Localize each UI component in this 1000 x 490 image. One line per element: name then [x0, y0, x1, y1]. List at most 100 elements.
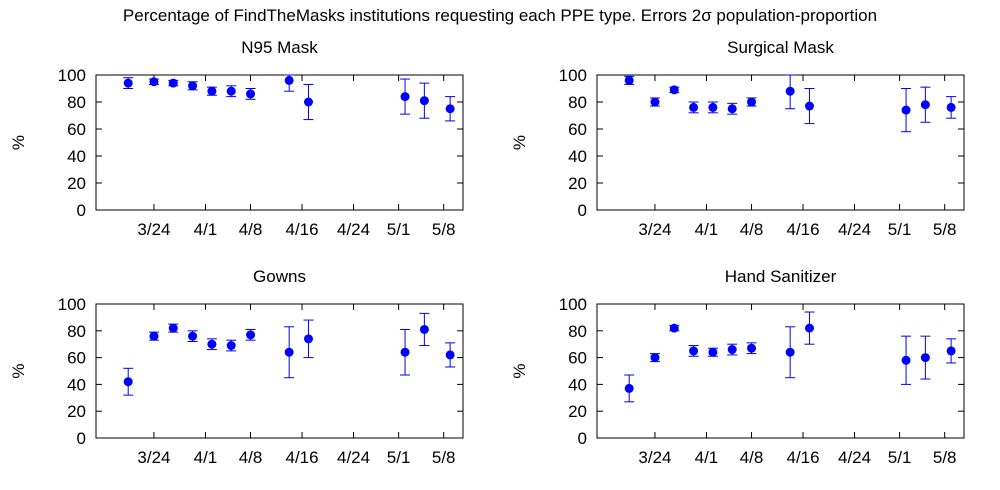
x-tick-label: 5/1: [387, 448, 411, 467]
x-tick-label: 4/1: [695, 448, 719, 467]
chart-panel: Surgical Mask% 0 20 40 60 80 100 3/24 4/1 4/8 4/16…: [510, 38, 965, 239]
data-point: [419, 324, 429, 334]
data-point: [804, 323, 814, 333]
data-point: [445, 350, 455, 360]
x-tick-label: 4/16: [285, 448, 318, 467]
x-tick-label: 4/16: [786, 220, 819, 239]
data-point: [303, 334, 313, 344]
data-point: [785, 347, 795, 357]
chart-title: N95 Mask: [241, 38, 318, 57]
x-tick-label: 5/8: [933, 448, 957, 467]
x-tick-label: 4/24: [838, 220, 871, 239]
data-point: [226, 86, 236, 96]
data-point: [708, 347, 718, 357]
data-point: [624, 75, 634, 85]
x-tick-label: 3/24: [137, 448, 170, 467]
y-axis-label: %: [510, 135, 529, 150]
x-tick-label: 4/1: [695, 220, 719, 239]
x-tick-label: 4/16: [786, 448, 819, 467]
y-axis-label: %: [9, 135, 28, 150]
data-point: [946, 102, 956, 112]
x-tick-label: 4/24: [838, 448, 871, 467]
data-point: [445, 104, 455, 114]
data-point: [747, 97, 757, 107]
chart-panel: Hand Sanitizer% 0 20 40 60 80 100 3/24 4/1 4/8 4/1…: [510, 267, 965, 467]
x-tick-label: 5/1: [387, 220, 411, 239]
x-tick-label: 4/16: [285, 220, 318, 239]
y-axis-label: %: [9, 363, 28, 378]
y-tick-label: 40: [67, 147, 86, 166]
data-point: [168, 323, 178, 333]
data-point: [708, 102, 718, 112]
plot-frame: [95, 74, 464, 211]
y-tick-label: 40: [568, 147, 587, 166]
y-tick-label: 100: [58, 295, 86, 314]
y-tick-label: 0: [578, 201, 587, 220]
y-tick-label: 0: [77, 201, 86, 220]
data-point: [188, 331, 198, 341]
plot-frame: [596, 74, 965, 211]
data-point: [123, 377, 133, 387]
plot-frame: [95, 303, 464, 439]
data-point: [246, 89, 256, 99]
y-tick-label: 100: [58, 66, 86, 85]
data-point: [207, 339, 217, 349]
data-point: [226, 341, 236, 351]
data-point: [920, 353, 930, 363]
x-tick-label: 4/8: [239, 220, 263, 239]
x-tick-label: 4/8: [740, 448, 764, 467]
data-point: [946, 346, 956, 356]
y-tick-label: 40: [67, 375, 86, 394]
data-point: [400, 347, 410, 357]
y-tick-label: 80: [67, 93, 86, 112]
data-point: [669, 85, 679, 95]
data-point: [650, 353, 660, 363]
x-tick-label: 3/24: [137, 220, 170, 239]
chart-title: Surgical Mask: [727, 38, 834, 57]
data-point: [747, 343, 757, 353]
x-tick-label: 5/8: [432, 220, 456, 239]
y-tick-label: 0: [77, 429, 86, 448]
data-point: [804, 101, 814, 111]
data-point: [901, 105, 911, 115]
y-tick-label: 0: [578, 429, 587, 448]
chart-panel: N95 Mask% 0 20 40 60 80 100 3/24 4/1 4/8 4/16 4/24 5…: [9, 38, 464, 239]
data-point: [624, 383, 634, 393]
x-tick-label: 5/8: [933, 220, 957, 239]
data-point: [727, 345, 737, 355]
y-tick-label: 20: [67, 402, 86, 421]
y-tick-label: 100: [559, 66, 587, 85]
y-tick-label: 100: [559, 295, 587, 314]
y-tick-label: 80: [568, 322, 587, 341]
data-point: [785, 86, 795, 96]
y-tick-label: 20: [568, 402, 587, 421]
x-tick-label: 4/24: [337, 220, 370, 239]
data-point: [123, 78, 133, 88]
data-point: [669, 323, 679, 333]
data-point: [689, 346, 699, 356]
y-tick-label: 60: [568, 349, 587, 368]
x-tick-label: 3/24: [638, 448, 671, 467]
y-axis-label: %: [510, 363, 529, 378]
data-point: [727, 104, 737, 114]
data-point: [284, 75, 294, 85]
data-point: [689, 102, 699, 112]
y-tick-label: 80: [568, 93, 587, 112]
data-point: [901, 355, 911, 365]
chart-title: Gowns: [253, 267, 306, 286]
x-tick-label: 5/1: [888, 448, 912, 467]
x-tick-label: 3/24: [638, 220, 671, 239]
x-tick-label: 5/8: [432, 448, 456, 467]
x-tick-label: 5/1: [888, 220, 912, 239]
x-tick-label: 4/8: [239, 448, 263, 467]
data-point: [207, 86, 217, 96]
data-point: [284, 347, 294, 357]
x-tick-label: 4/1: [194, 448, 218, 467]
x-tick-label: 4/24: [337, 448, 370, 467]
y-tick-label: 40: [568, 375, 587, 394]
y-tick-label: 20: [568, 174, 587, 193]
y-tick-label: 60: [568, 120, 587, 139]
data-point: [149, 331, 159, 341]
data-point: [168, 78, 178, 88]
